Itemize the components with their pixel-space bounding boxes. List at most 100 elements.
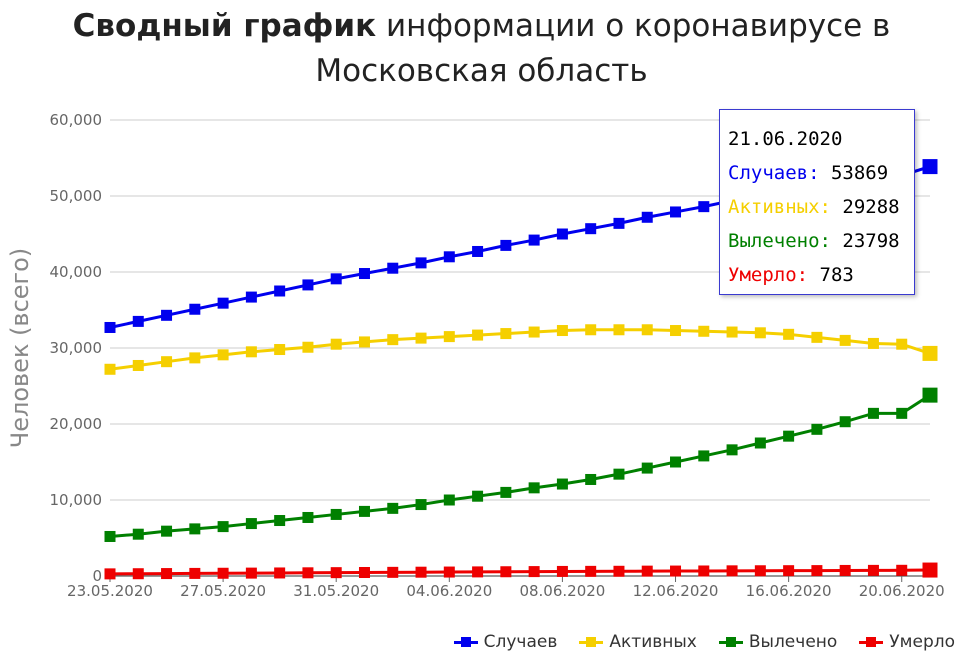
data-point [245,518,257,530]
legend-item-active[interactable]: Активных [579,632,697,652]
data-point [754,565,766,577]
data-point [922,345,938,361]
data-point [585,223,597,235]
data-point [528,482,540,494]
data-point [245,567,257,579]
data-point [132,568,144,580]
data-point [245,291,257,303]
tooltip-label-deaths: Умерло: [728,264,809,286]
tooltip-label-active: Активных: [728,196,831,218]
data-point [443,566,455,578]
y-tick-label: 40,000 [50,263,103,281]
data-point [811,565,823,577]
data-point [302,279,314,291]
data-point [922,387,938,403]
data-point [670,206,682,218]
data-point [387,502,399,514]
data-point [217,567,229,579]
data-point [330,508,342,520]
y-axis-label: Человек (всего) [6,248,34,448]
data-point [472,566,484,578]
x-tick-label: 20.06.2020 [859,582,945,600]
data-point [415,257,427,269]
tooltip-value-recovered: 23798 [842,230,900,252]
data-point [387,262,399,274]
data-point [161,568,173,580]
data-point [698,450,710,462]
legend-marker-deaths [859,636,884,648]
y-tick-label: 20,000 [50,415,103,433]
y-tick-label: 60,000 [50,111,103,129]
data-point [896,407,908,419]
data-point [613,324,625,336]
legend-item-cases[interactable]: Случаев [453,632,558,652]
tooltip-date: 21.06.2020 [728,128,843,150]
data-point [132,359,144,371]
data-point [670,456,682,468]
tooltip-label-recovered: Вылечено: [728,230,831,252]
legend-label-recovered: Вылечено [748,632,838,652]
data-point [556,565,568,577]
tooltip-label-cases: Случаев: [728,162,820,184]
data-point [783,328,795,340]
data-point [670,565,682,577]
data-point [358,567,370,579]
data-point [641,211,653,223]
data-point [217,521,229,533]
data-point [922,159,938,175]
data-point [217,297,229,309]
data-point [670,325,682,337]
x-tick-label: 27.05.2020 [180,582,266,600]
data-point [811,423,823,435]
y-tick-label: 30,000 [50,339,103,357]
data-point [528,566,540,578]
data-point [358,268,370,280]
data-point [330,273,342,285]
data-point [585,324,597,336]
data-point [641,324,653,336]
series-line-1 [109,328,931,371]
x-tick-label: 31.05.2020 [293,582,379,600]
data-point [415,499,427,511]
data-point [585,565,597,577]
data-point [443,494,455,506]
legend-marker-cases [453,636,478,648]
data-point [189,523,201,535]
data-point [104,530,116,542]
tooltip-value-active: 29288 [842,196,900,218]
chart-title-rest: информации о коронавирусе в [386,8,891,44]
y-tick-label: 10,000 [50,491,103,509]
data-point [189,352,201,364]
data-point [726,444,738,456]
legend-item-deaths[interactable]: Умерло [859,632,955,652]
tooltip-value-deaths: 783 [819,264,854,286]
data-point [641,462,653,474]
series-line-2 [109,393,931,538]
legend-item-recovered[interactable]: Вылечено [718,632,838,652]
series-line-3 [109,568,931,576]
tooltip-row-active: Активных: 29288 [728,192,914,226]
data-point [839,416,851,428]
data-point [896,338,908,350]
x-tick-label: 16.06.2020 [746,582,832,600]
data-point [415,566,427,578]
data-point [189,303,201,315]
data-point [556,228,568,240]
data-point [132,528,144,540]
data-point [922,562,938,578]
data-point [472,329,484,341]
data-point [104,321,116,333]
legend-label-cases: Случаев [483,632,558,652]
legend-marker-active [579,636,604,648]
data-point [189,567,201,579]
data-point [500,328,512,340]
data-point [726,565,738,577]
data-point [302,567,314,579]
data-point [358,505,370,517]
data-point [330,567,342,579]
data-point [839,564,851,576]
data-point [387,334,399,346]
data-point [245,346,257,358]
data-point [274,285,286,297]
